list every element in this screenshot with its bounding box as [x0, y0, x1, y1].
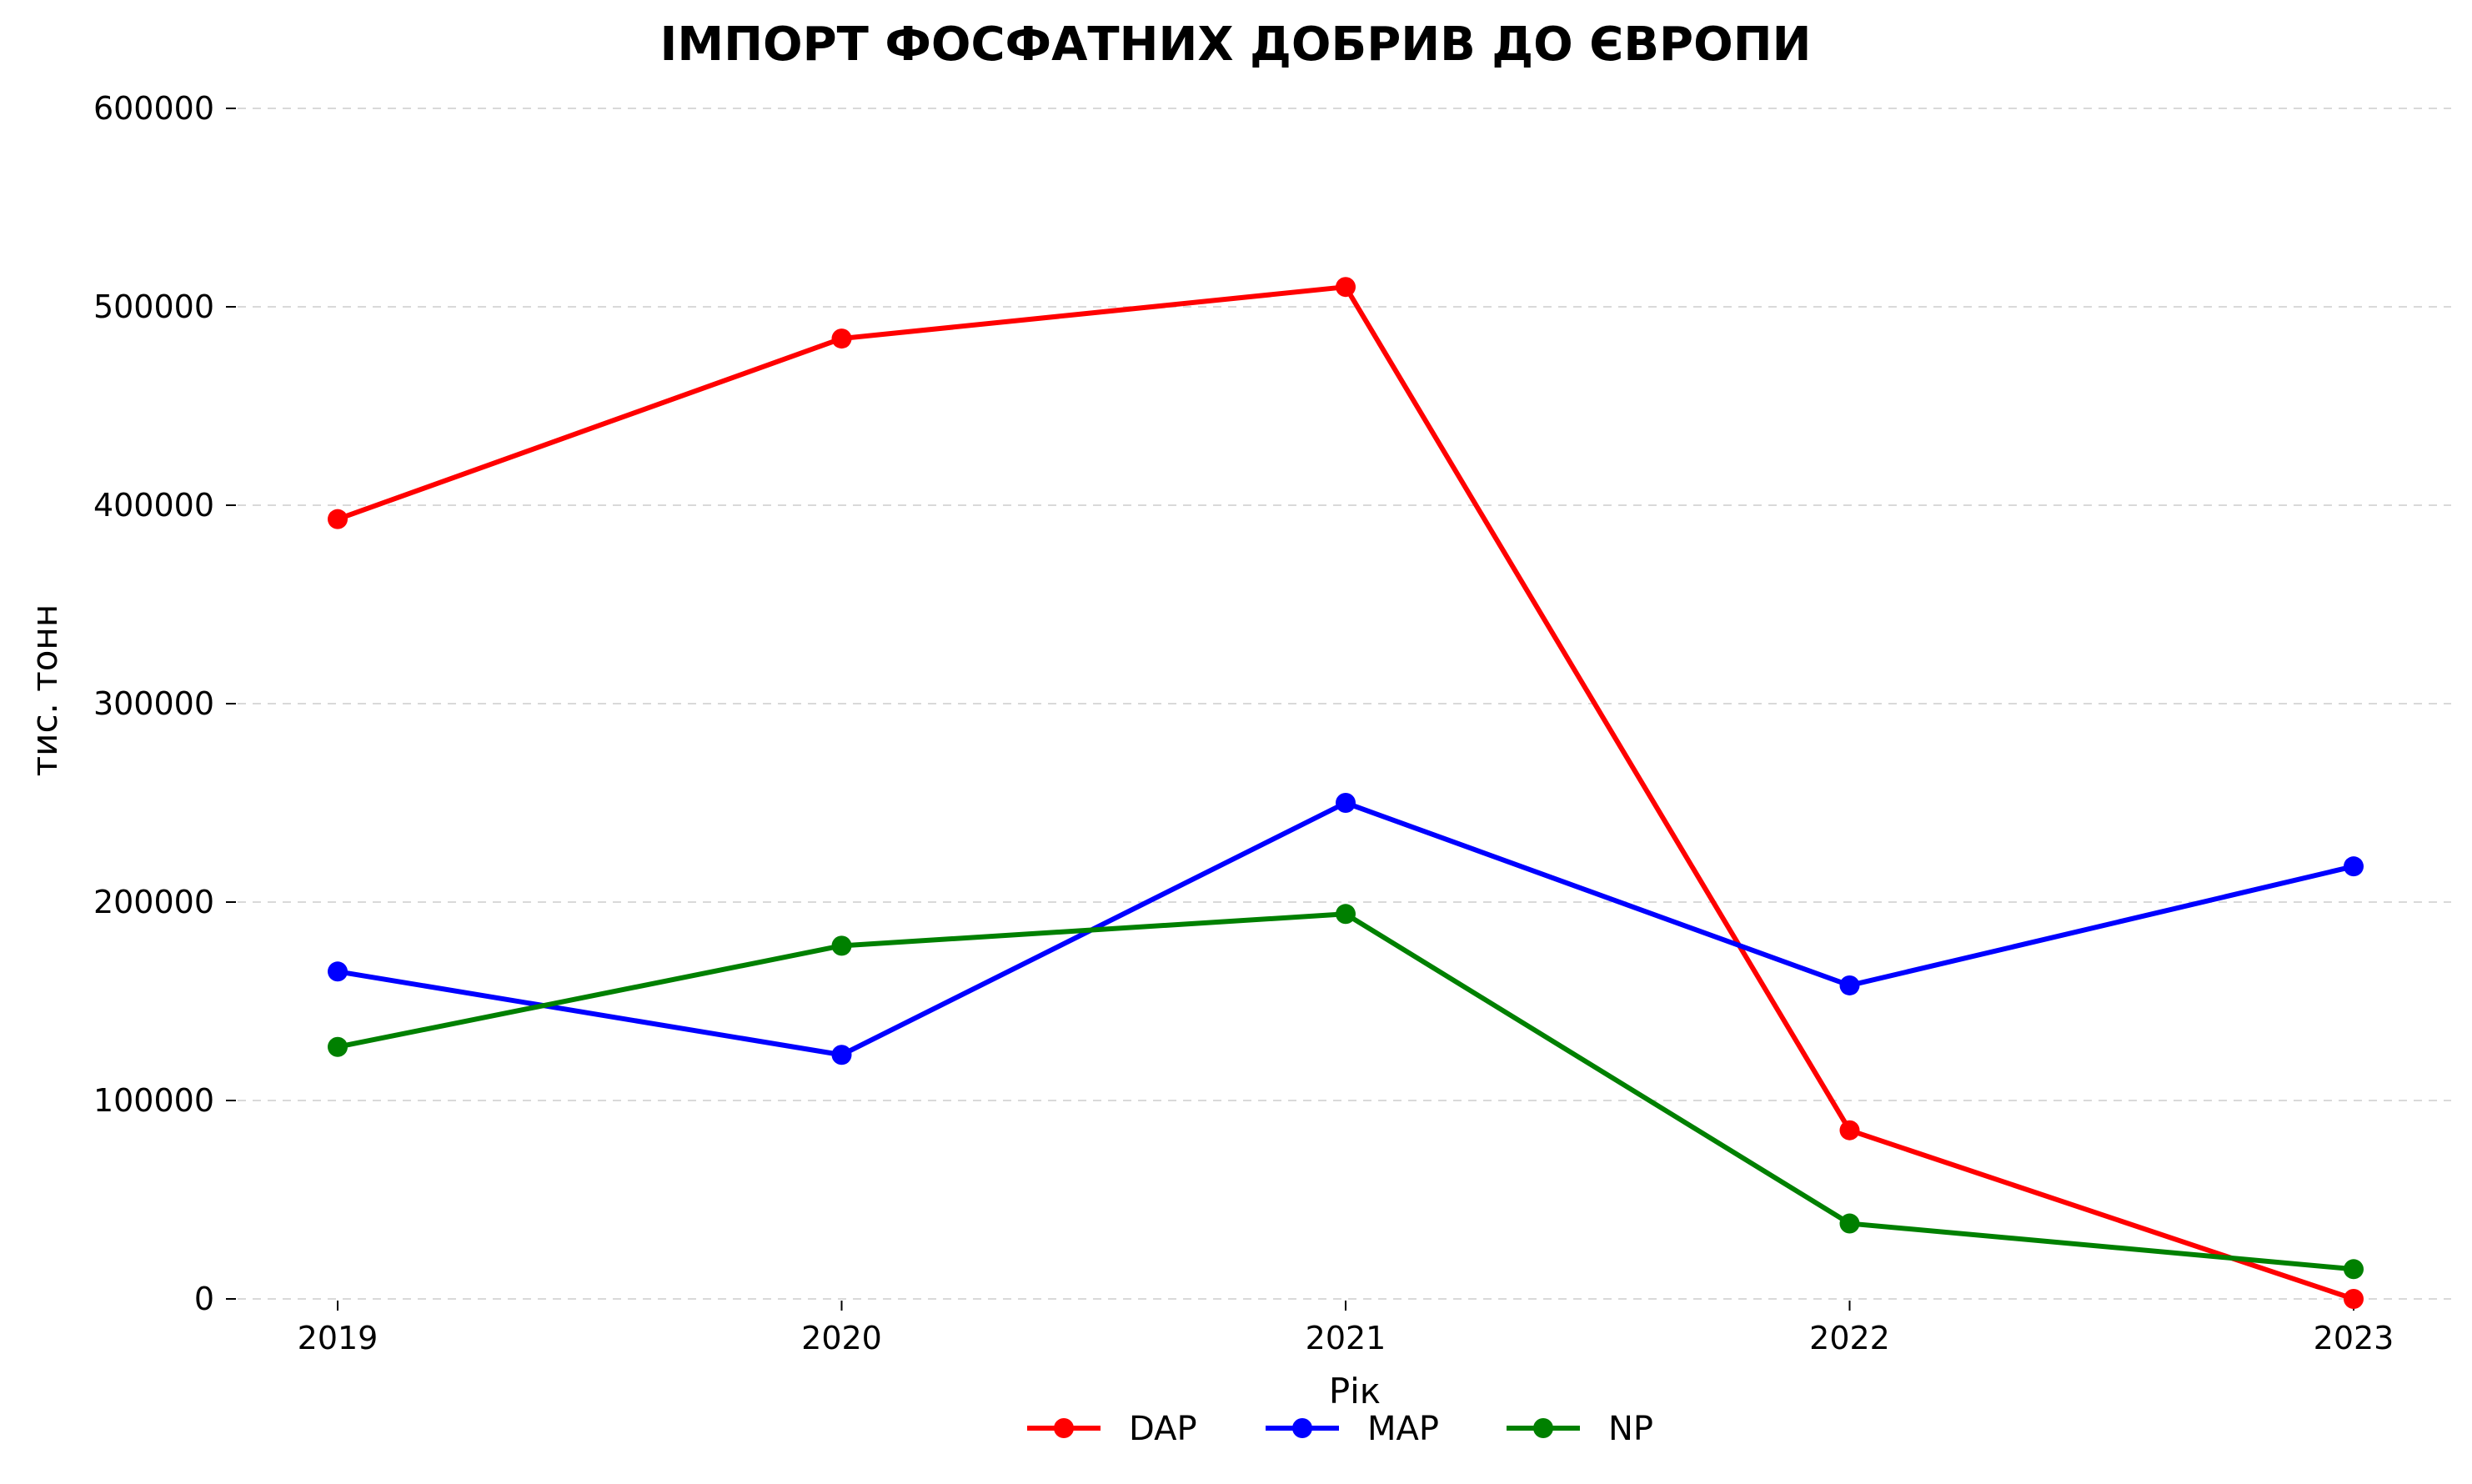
data-point-dap-2023: [2344, 1289, 2364, 1309]
data-point-map-2022: [1839, 975, 1860, 995]
legend-item-np: NP: [1507, 1410, 1653, 1448]
data-point-np-2020: [831, 935, 852, 956]
y-tick-label: 200000: [93, 884, 214, 920]
data-point-np-2021: [1336, 904, 1356, 925]
x-tick-label: 2023: [2314, 1320, 2394, 1356]
x-tick-label: 2022: [1809, 1320, 1890, 1356]
data-point-dap-2022: [1839, 1120, 1860, 1141]
data-point-np-2023: [2344, 1259, 2364, 1280]
data-point-dap-2019: [328, 509, 348, 529]
data-point-map-2021: [1336, 793, 1356, 813]
x-tick-label: 2021: [1306, 1320, 1386, 1356]
y-tick-label: 100000: [93, 1082, 214, 1119]
legend-label: NP: [1608, 1410, 1653, 1448]
series-layer: [328, 277, 2364, 1309]
legend-item-map: MAP: [1266, 1410, 1439, 1448]
series-np: [328, 904, 2364, 1280]
data-point-map-2023: [2344, 856, 2364, 877]
data-point-map-2020: [831, 1045, 852, 1065]
legend-label: DAP: [1129, 1410, 1197, 1448]
series-line-map: [335, 800, 2356, 1058]
legend-marker-np: [1533, 1418, 1553, 1438]
x-tick-label: 2020: [801, 1320, 882, 1356]
y-tick-label: 300000: [93, 685, 214, 722]
data-point-dap-2021: [1336, 277, 1356, 298]
legend-label: MAP: [1367, 1410, 1439, 1448]
legend-item-dap: DAP: [1027, 1410, 1197, 1448]
x-axis: 2019 2020 2021 2022 2023: [298, 1301, 2394, 1356]
series-map: [328, 793, 2364, 1065]
y-axis-label: тис. тонн: [24, 604, 65, 777]
data-point-map-2019: [328, 961, 348, 982]
data-point-dap-2020: [831, 328, 852, 349]
chart-title: ІМПОРТ ФОСФАТНИХ ДОБРИВ ДО ЄВРОПИ: [660, 18, 1812, 72]
x-axis-label: Рік: [1329, 1371, 1381, 1411]
y-tick-label: 400000: [93, 487, 214, 524]
legend: DAP MAP NP: [1027, 1410, 1653, 1448]
y-tick-label: 0: [194, 1281, 214, 1317]
series-dap: [328, 277, 2364, 1309]
x-tick-label: 2019: [298, 1320, 379, 1356]
data-point-np-2019: [328, 1036, 348, 1057]
y-tick-label: 500000: [93, 288, 214, 325]
legend-marker-map: [1292, 1418, 1312, 1438]
y-axis: 0 100000 200000 300000 400000 500000 600000: [93, 90, 236, 1317]
data-point-np-2022: [1839, 1213, 1860, 1234]
series-line-np: [335, 911, 2356, 1272]
y-tick-label: 600000: [93, 90, 214, 127]
legend-marker-dap: [1054, 1418, 1074, 1438]
